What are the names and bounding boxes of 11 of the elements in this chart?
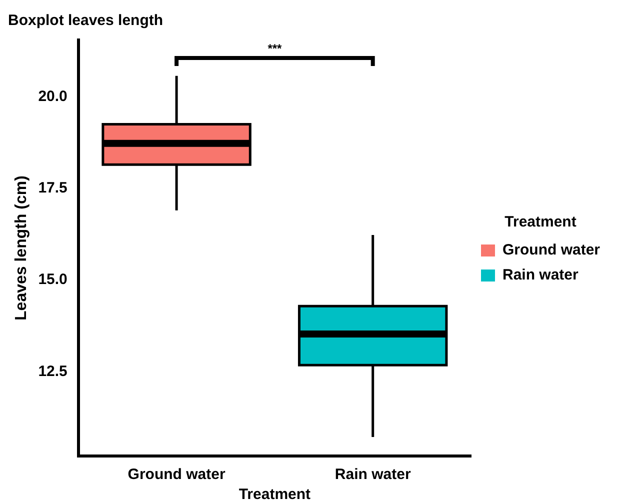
y-tick-label: 12.5 bbox=[38, 362, 68, 380]
y-tick-label: 17.5 bbox=[38, 180, 68, 197]
legend-title: Treatment bbox=[504, 214, 576, 231]
legend-label: Rain water bbox=[502, 266, 579, 284]
y-axis-title: Leaves length (cm) bbox=[13, 176, 30, 320]
x-axis-title: Treatment bbox=[238, 486, 311, 504]
annotation: *** bbox=[268, 41, 282, 56]
y-tick-label: 20.0 bbox=[38, 88, 68, 105]
chart-title: Boxplot leaves length bbox=[8, 12, 164, 30]
y-tick-label: 15.0 bbox=[38, 271, 68, 288]
legend-label: Ground water bbox=[502, 242, 600, 259]
